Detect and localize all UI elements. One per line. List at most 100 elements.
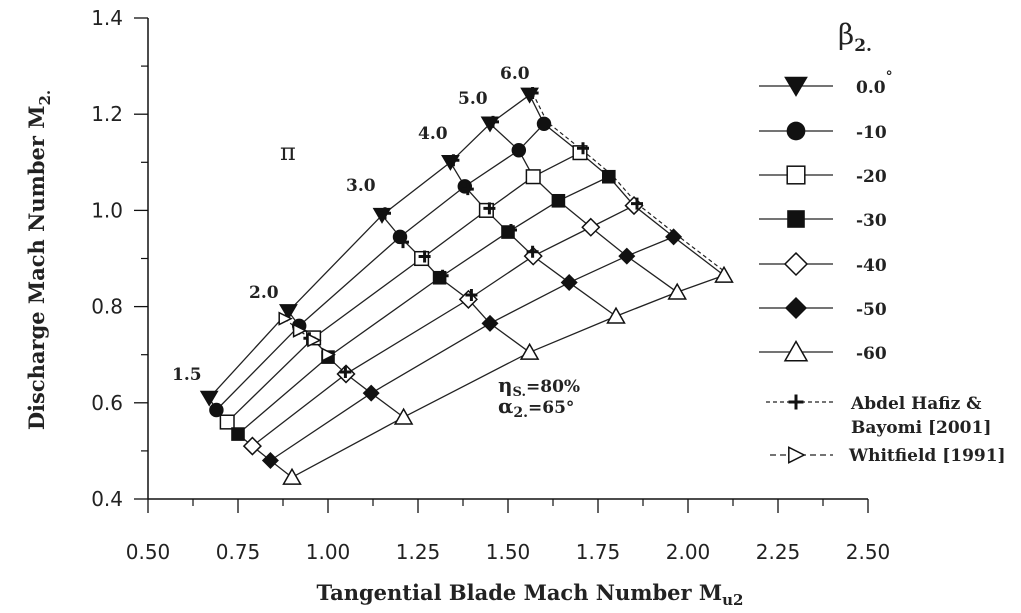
markers [199, 86, 734, 485]
legend-marker-square [787, 210, 805, 228]
data-point-abdel-hafiz [465, 288, 478, 301]
data-point-square [231, 427, 245, 441]
reference-dashed-line [532, 92, 728, 274]
alpha-symbol: α [498, 394, 513, 418]
legend-label: -10 [856, 123, 887, 143]
legend-item: -10 [759, 121, 887, 143]
pressure-ratio-label: 5.0 [458, 89, 488, 109]
series-line [252, 205, 635, 447]
legend-marker-circle [786, 121, 806, 141]
y-tick-label: 0.8 [91, 295, 123, 319]
series-line [270, 236, 674, 462]
alpha-annotation: α2.=65° [498, 394, 574, 421]
y-axis-title: Discharge Mach Number M2. [24, 90, 54, 430]
data-point-triangle-down [199, 390, 219, 407]
data-point-square [501, 225, 515, 239]
data-point-triangle-down [441, 155, 460, 171]
legend-label: -40 [856, 256, 887, 276]
data-point-abdel-hafiz [487, 115, 499, 128]
series-line [237, 176, 610, 435]
pi-symbol-label: π [280, 138, 296, 166]
data-point-abdel-hafiz [526, 86, 539, 99]
data-point-abdel-hafiz [483, 202, 496, 215]
legend-marker-triangle-up-open [783, 340, 809, 362]
legend-title-symbol: β [838, 18, 854, 51]
legend-item: -60 [759, 340, 887, 364]
legend-marker-triangle-right [788, 446, 806, 464]
y-tick-label: 0.6 [91, 391, 123, 415]
data-point-diamond-open [242, 436, 262, 456]
pressure-ratio-label: 6.0 [500, 64, 530, 84]
pressure-ratio-label: 3.0 [346, 176, 376, 196]
efficiency-annotation: ηS.=80% [498, 373, 580, 400]
data-point-circle [209, 402, 224, 418]
data-point-abdel-hafiz [397, 236, 409, 249]
series-line [215, 123, 545, 411]
legend-label: Whitfield [1991] [848, 446, 1006, 466]
x-tick-label: 1.25 [396, 540, 441, 564]
data-point-abdel-hafiz [418, 250, 431, 263]
data-point-abdel-hafiz [339, 365, 352, 378]
y-tick-label: 1.0 [91, 198, 123, 222]
y-axis-title-main: Discharge Mach Number M [24, 106, 49, 431]
legend-label: Bayomi [2001] [851, 418, 991, 438]
axes: 0.50 0.75 1.00 1.25 1.50 1.75 2.00 2.25 2.50 0.4 0… [24, 6, 890, 609]
data-point-whitfield [278, 311, 293, 326]
x-tick-label: 1.75 [576, 540, 621, 564]
data-point-triangle-up-open [519, 342, 540, 360]
x-tick-label: 1.50 [486, 540, 531, 564]
legend-marker-diamond-open [783, 251, 809, 277]
series-line [291, 274, 725, 478]
data-point-triangle-up-open [667, 282, 687, 300]
legend-title: β2. [838, 18, 872, 56]
data-point-abdel-hafiz [379, 207, 391, 220]
pressure-ratio-label: 4.0 [418, 124, 448, 144]
legend-label: 0.0° [856, 69, 893, 98]
x-tick-label: 0.50 [126, 540, 171, 564]
data-point-square [432, 270, 447, 285]
data-point-diamond [261, 452, 279, 470]
data-point-square-open [478, 202, 494, 218]
x-tick-label: 2.50 [846, 540, 891, 564]
pressure-ratio-label: 2.0 [249, 283, 279, 303]
eta-subscript: S. [513, 385, 526, 400]
whitfield-dashed-line [284, 318, 329, 356]
y-tick-label: 0.4 [91, 487, 123, 511]
y-tick-label: 1.4 [91, 6, 123, 30]
legend-marker-triangle-down [784, 76, 808, 97]
alpha-subscript: 2. [513, 405, 528, 421]
data-point-square [602, 169, 616, 184]
series-line [226, 152, 581, 423]
legend-item-abdel-hafiz: Abdel Hafiz & Bayomi [2001] [766, 394, 991, 438]
x-tick-label: 0.75 [216, 540, 261, 564]
eta-value: =80% [526, 377, 580, 397]
data-point-square [551, 193, 566, 208]
data-point-circle [457, 179, 473, 194]
x-tick-label: 2.25 [756, 540, 801, 564]
legend-item: -40 [759, 251, 887, 277]
legend-marker-diamond [785, 297, 807, 319]
legend-title-subscript: 2. [854, 36, 872, 56]
legend-marker-plus [788, 394, 804, 410]
legend-item: -20 [759, 165, 887, 187]
data-point-abdel-hafiz [447, 154, 460, 167]
y-tick-label: 1.2 [91, 102, 123, 126]
data-point-whitfield [321, 347, 336, 362]
x-axis-title-main: Tangential Blade Mach Number M [317, 580, 723, 605]
data-point-triangle-up-open [393, 407, 414, 425]
data-point-diamond-open [581, 217, 601, 237]
data-point-diamond [362, 384, 380, 402]
data-point-diamond [665, 228, 683, 246]
legend-marker-square-open [786, 165, 806, 185]
pressure-ratio-label: 1.5 [172, 365, 202, 385]
series-line [208, 94, 530, 399]
legend-label: -20 [856, 167, 887, 187]
data-point-triangle-up-open [714, 265, 734, 283]
data-point-diamond [481, 314, 499, 332]
legend-item-whitfield: Whitfield [1991] [770, 446, 1006, 466]
y-axis-title-subscript: 2. [36, 90, 54, 106]
legend-label: -60 [856, 344, 887, 364]
data-point-circle [536, 116, 552, 132]
data-point-circle [511, 143, 527, 158]
